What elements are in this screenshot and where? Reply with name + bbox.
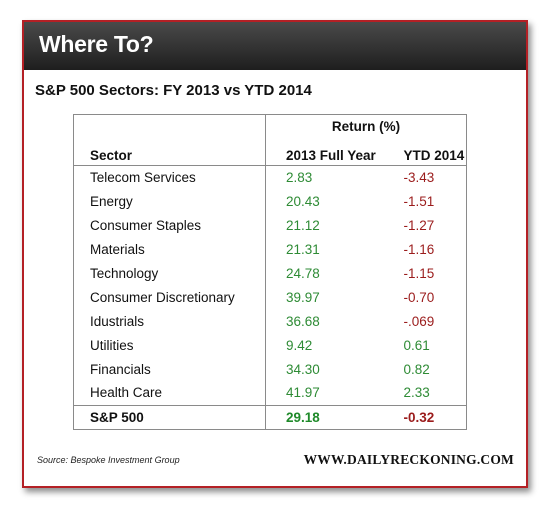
ytd2014-cell: -0.70: [403, 289, 435, 305]
return-group-header: Return (%): [265, 114, 467, 137]
sector-cell: Health Care: [90, 385, 163, 401]
sector-cell: Financials: [90, 361, 151, 377]
source-note: Source: Bespoke Investment Group: [37, 455, 180, 465]
table-row: Telecom Services 2.83 -3.43: [73, 164, 467, 189]
col-header-ytd2014: YTD 2014: [403, 147, 465, 163]
fy2013-cell: 20.43: [265, 189, 382, 213]
sector-cell: S&P 500: [73, 404, 266, 429]
table-row: Health Care 41.97 2.33: [74, 381, 467, 405]
fy2013-cell: 21.12: [265, 213, 382, 237]
ytd2014-cell: 0.82: [403, 361, 430, 377]
fy2013-cell: 21.31: [265, 237, 382, 261]
sector-cell: Consumer Discretionary: [90, 289, 235, 305]
col-header-sector: Sector: [90, 147, 133, 163]
ytd2014-cell: 0.61: [403, 337, 430, 353]
table-row: Utilities 9.42 0.61: [74, 333, 467, 357]
fy2013-cell: 29.18: [265, 404, 382, 429]
table-row: Technology 24.78 -1.15: [74, 261, 467, 285]
banner-title: Where To?: [39, 31, 154, 57]
col-header-fy2013: 2013 Full Year: [265, 137, 382, 165]
brand-url: WWW.DAILYRECKONING.COM: [303, 452, 514, 467]
header-blank: [74, 115, 266, 138]
fy2013-cell: 9.42: [265, 333, 382, 357]
table-row: Consumer Staples 21.12 -1.27: [74, 213, 467, 237]
fy2013-cell: 41.97: [265, 381, 382, 405]
fy2013-cell: 24.78: [265, 261, 382, 285]
sector-cell: Utilities: [90, 337, 134, 353]
sector-cell: Technology: [90, 265, 159, 281]
sector-cell: Idustrials: [90, 313, 145, 329]
ytd2014-cell: 2.33: [403, 385, 430, 401]
ytd2014-cell: -0.32: [381, 404, 467, 429]
ytd2014-cell: -1.27: [403, 217, 435, 233]
fy2013-cell: 2.83: [265, 164, 382, 189]
ytd2014-cell: -1.16: [403, 241, 435, 257]
sector-cell: Energy: [90, 193, 133, 209]
table-body: Telecom Services 2.83 -3.43 Energy 20.43 -1.5…: [73, 164, 467, 429]
sector-cell: Materials: [90, 241, 145, 257]
table-row: Idustrials 36.68 -.069: [74, 309, 467, 333]
fy2013-cell: 34.30: [265, 357, 382, 381]
fy2013-cell: 36.68: [265, 309, 382, 333]
chart-card: Where To? S&P 500 Sectors: FY 2013 vs YT…: [22, 20, 528, 488]
table-row: Energy 20.43 -1.51: [74, 189, 467, 213]
title-banner: Where To?: [24, 22, 526, 70]
ytd2014-cell: -1.15: [403, 265, 435, 281]
chart-subtitle: S&P 500 Sectors: FY 2013 vs YTD 2014: [35, 82, 312, 99]
table-total-row: S&P 500 29.18 -0.32: [73, 404, 467, 429]
table-row: Financials 34.30 0.82: [74, 357, 467, 381]
table-row: Materials 21.31 -1.16: [74, 237, 467, 261]
table-row: Consumer Discretionary 39.97 -0.70: [74, 285, 467, 309]
ytd2014-cell: -1.51: [403, 193, 435, 209]
sector-cell: Consumer Staples: [90, 217, 202, 233]
sector-cell: Telecom Services: [73, 164, 266, 189]
fy2013-cell: 39.97: [265, 285, 382, 309]
ytd2014-cell: -.069: [403, 313, 435, 329]
ytd2014-cell: -3.43: [381, 164, 467, 189]
sector-returns-table: Return (%) Sector 2013 Full Year YTD 201…: [73, 114, 467, 430]
